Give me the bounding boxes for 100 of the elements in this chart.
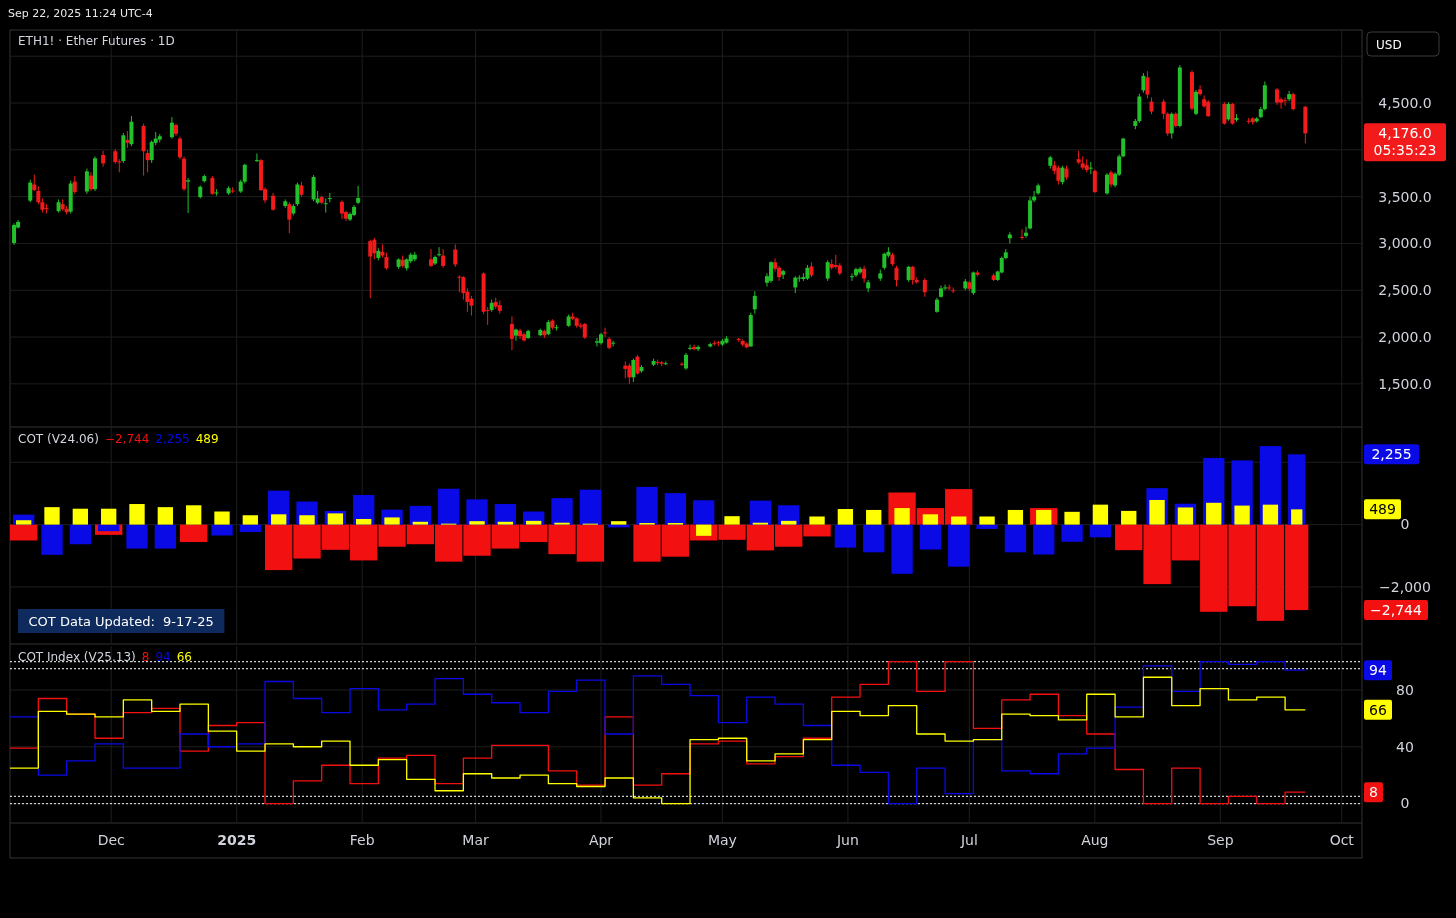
candlestick [518,328,523,340]
candlestick [769,260,774,284]
bar [1064,511,1080,525]
bar [1234,505,1250,525]
text: −2,744 [1370,602,1422,619]
candlestick [688,344,693,351]
annotation: 66 [176,650,192,664]
bar [129,504,145,525]
bar [1262,504,1279,525]
bar [976,524,998,529]
candlestick [513,328,518,342]
candlestick [611,340,616,347]
bar [469,521,485,525]
bar [724,516,740,525]
candlestick [594,337,599,347]
bar [891,524,913,574]
bar [693,500,715,525]
bar [664,493,687,525]
candlestick [1019,228,1024,241]
y-tick-label: 3,000.0 [1378,235,1432,252]
candlestick [428,248,433,268]
candlestick [437,246,442,258]
candlestick [457,274,462,293]
candlestick [254,153,259,163]
x-tick-label: May [707,832,737,848]
bar [44,507,60,525]
y-axis-title: USD [1376,38,1402,52]
candlestick [1104,172,1109,196]
candlestick [1226,101,1231,122]
bar [384,517,400,525]
bar [41,524,63,555]
bar [356,518,372,525]
chart-title: ETH1! · Ether Futures · 1D [18,34,175,48]
x-tick-label: Jun [835,832,859,848]
annotation: −2,744 [104,432,150,446]
bar [551,498,573,525]
bar [214,511,230,525]
chart-title: COT Index (V25.13) [18,650,136,664]
candlestick [101,150,106,168]
candlestick [368,239,373,299]
y-tick-label: 80 [1396,681,1414,698]
candlestick [781,269,786,280]
candlestick [323,198,328,214]
candlestick [1198,84,1203,97]
bar [1206,502,1222,525]
y-tick-label: 2,500.0 [1378,282,1432,299]
candlestick [679,361,684,367]
bar [1092,504,1109,525]
bar [186,505,202,525]
y-tick-label: 3,500.0 [1378,188,1432,205]
candlestick [825,259,830,282]
bar [979,516,995,525]
candlestick [509,315,514,351]
candlestick [1169,111,1174,140]
bar [948,524,970,567]
bar [10,524,38,541]
text: 66 [1369,701,1387,718]
y-tick-label: 40 [1396,738,1414,755]
bar [1149,499,1165,525]
y-tick-label: 0 [1400,516,1410,533]
bar [157,507,174,525]
text: 94 [1369,662,1387,679]
bar [412,521,429,525]
x-tick-label: Sep [1207,832,1234,848]
candlestick [603,327,608,338]
x-tick-label: Mar [462,832,489,848]
x-tick-label: Aug [1081,832,1109,848]
bar [834,524,857,548]
y-tick-label: −2,000 [1379,578,1431,595]
candlestick [12,222,17,246]
bar [863,524,885,553]
y-tick-label: 2,000.0 [1378,328,1432,345]
candlestick [453,243,458,268]
bar [1033,524,1055,555]
x-tick-label: Jul [959,832,978,848]
bar [1036,509,1052,525]
text: 05:35:23 [1373,142,1437,159]
y-tick-label: 4,500.0 [1378,94,1432,111]
bar [837,509,854,525]
x-tick-label: Dec [97,832,125,848]
text: 8 [1369,784,1378,801]
annotation: 94 [155,650,171,664]
candlestick [894,265,899,288]
bar [242,515,259,525]
bar [299,515,315,525]
bar [239,524,262,533]
bar [1007,509,1024,525]
bar [16,520,32,525]
bar [126,524,148,549]
bar [1121,510,1137,525]
bar [271,514,287,525]
candlestick [186,177,191,214]
candlestick [1287,90,1292,102]
candlestick [922,277,927,298]
bar [101,508,117,525]
bar [866,509,882,525]
chart-title: COT (V24.06) [18,432,99,446]
bar [526,520,542,525]
candlestick [1056,165,1061,185]
y-tick-label: 0 [1400,795,1410,812]
